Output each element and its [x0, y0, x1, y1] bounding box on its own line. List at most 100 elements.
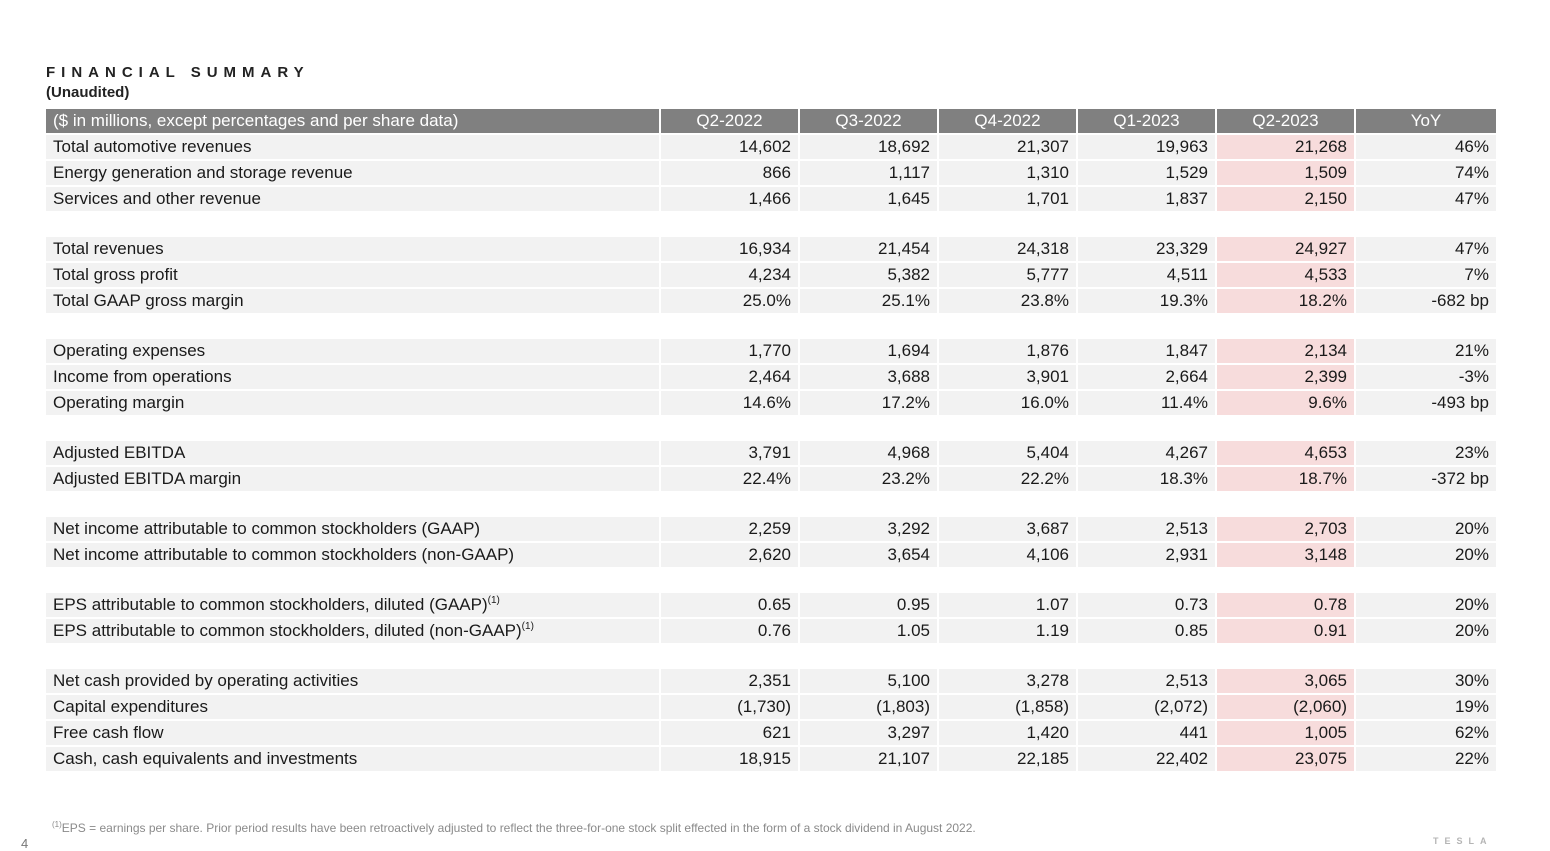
spacer-cell: [939, 567, 1078, 591]
value-cell: 1.05: [800, 617, 939, 643]
row-label-text: Total revenues: [53, 239, 164, 258]
row-label-text: Operating expenses: [53, 341, 206, 360]
table-row: Capital expenditures (1,730) (1,803) (1,858…: [46, 693, 1496, 719]
value-cell: 23,329: [1078, 235, 1217, 261]
value-cell: 0.76: [661, 617, 800, 643]
yoy-cell: 21%: [1356, 337, 1496, 363]
value-cell: 4,533: [1217, 261, 1356, 287]
value-cell: 4,968: [800, 439, 939, 465]
value-cell: 3,791: [661, 439, 800, 465]
value-cell: 1,694: [800, 337, 939, 363]
spacer-cell: [939, 643, 1078, 667]
row-label: Net cash provided by operating activitie…: [46, 667, 661, 693]
value-cell: 2,134: [1217, 337, 1356, 363]
value-cell: 3,687: [939, 515, 1078, 541]
value-cell: 0.73: [1078, 591, 1217, 617]
value-cell: 1,420: [939, 719, 1078, 745]
value-cell: 21,307: [939, 133, 1078, 159]
yoy-cell: 20%: [1356, 541, 1496, 567]
row-label-text: Total GAAP gross margin: [53, 291, 244, 310]
spacer-cell: [1217, 643, 1356, 667]
yoy-cell: 7%: [1356, 261, 1496, 287]
row-label: EPS attributable to common stockholders,…: [46, 617, 661, 643]
table-header-row: ($ in millions, except percentages and p…: [46, 109, 1496, 133]
header-col-q1-2023: Q1-2023: [1078, 109, 1217, 133]
spacer-cell: [800, 643, 939, 667]
value-cell: 2,513: [1078, 515, 1217, 541]
footnote-reference: (1): [487, 595, 500, 606]
spacer-cell: [1078, 313, 1217, 337]
row-label: Cash, cash equivalents and investments: [46, 745, 661, 771]
spacer-cell: [1078, 491, 1217, 515]
value-cell: 0.65: [661, 591, 800, 617]
table-row: EPS attributable to common stockholders,…: [46, 591, 1496, 617]
spacer-row: [46, 211, 1496, 235]
value-cell: 4,106: [939, 541, 1078, 567]
value-cell: 3,297: [800, 719, 939, 745]
brand-logo: TESLA: [1433, 836, 1493, 846]
value-cell: 0.91: [1217, 617, 1356, 643]
header-col-q4-2022: Q4-2022: [939, 109, 1078, 133]
value-cell: 441: [1078, 719, 1217, 745]
table-row: Total automotive revenues 14,602 18,692 21,…: [46, 133, 1496, 159]
value-cell: 4,653: [1217, 439, 1356, 465]
spacer-cell: [800, 313, 939, 337]
table-row: Net income attributable to common stockh…: [46, 515, 1496, 541]
value-cell: (2,072): [1078, 693, 1217, 719]
row-label-text: Adjusted EBITDA: [53, 443, 186, 462]
spacer-row: [46, 313, 1496, 337]
spacer-cell: [1078, 415, 1217, 439]
spacer-cell: [1078, 567, 1217, 591]
value-cell: 621: [661, 719, 800, 745]
value-cell: 1,837: [1078, 185, 1217, 211]
row-label: Services and other revenue: [46, 185, 661, 211]
spacer-cell: [1217, 491, 1356, 515]
value-cell: 2,259: [661, 515, 800, 541]
yoy-cell: 19%: [1356, 693, 1496, 719]
spacer-cell: [661, 643, 800, 667]
row-label-text: Operating margin: [53, 393, 185, 412]
title-block: FINANCIAL SUMMARY (Unaudited): [46, 64, 310, 102]
value-cell: 21,454: [800, 235, 939, 261]
value-cell: 25.1%: [800, 287, 939, 313]
spacer-row: [46, 643, 1496, 667]
spacer-cell: [800, 567, 939, 591]
spacer-cell: [1217, 415, 1356, 439]
yoy-cell: 74%: [1356, 159, 1496, 185]
value-cell: 2,399: [1217, 363, 1356, 389]
row-label-text: Cash, cash equivalents and investments: [53, 749, 358, 768]
spacer-cell: [800, 491, 939, 515]
table-row: Adjusted EBITDA margin 22.4% 23.2% 22.2% 18.…: [46, 465, 1496, 491]
row-label-text: Services and other revenue: [53, 189, 261, 208]
spacer-cell: [800, 415, 939, 439]
header-col-q3-2022: Q3-2022: [800, 109, 939, 133]
row-label-text: Energy generation and storage revenue: [53, 163, 353, 182]
table-row: Net income attributable to common stockh…: [46, 541, 1496, 567]
value-cell: 5,100: [800, 667, 939, 693]
value-cell: 3,148: [1217, 541, 1356, 567]
spacer-cell: [800, 211, 939, 235]
page-subtitle: (Unaudited): [46, 84, 130, 101]
value-cell: 1,117: [800, 159, 939, 185]
row-label-text: Capital expenditures: [53, 697, 208, 716]
value-cell: 24,927: [1217, 235, 1356, 261]
value-cell: 1,529: [1078, 159, 1217, 185]
value-cell: 22,402: [1078, 745, 1217, 771]
page-number: 4: [21, 836, 29, 851]
row-label-text: Net income attributable to common stockh…: [53, 519, 481, 538]
spacer-cell: [46, 491, 661, 515]
value-cell: 3,292: [800, 515, 939, 541]
value-cell: 2,664: [1078, 363, 1217, 389]
row-label-text: Net income attributable to common stockh…: [53, 545, 515, 564]
value-cell: 21,268: [1217, 133, 1356, 159]
yoy-cell: -3%: [1356, 363, 1496, 389]
value-cell: 18.2%: [1217, 287, 1356, 313]
row-label: Income from operations: [46, 363, 661, 389]
spacer-cell: [661, 211, 800, 235]
financial-summary-table: ($ in millions, except percentages and p…: [46, 109, 1496, 771]
value-cell: 4,234: [661, 261, 800, 287]
value-cell: 11.4%: [1078, 389, 1217, 415]
spacer-cell: [1217, 211, 1356, 235]
spacer-cell: [1078, 643, 1217, 667]
yoy-cell: 30%: [1356, 667, 1496, 693]
